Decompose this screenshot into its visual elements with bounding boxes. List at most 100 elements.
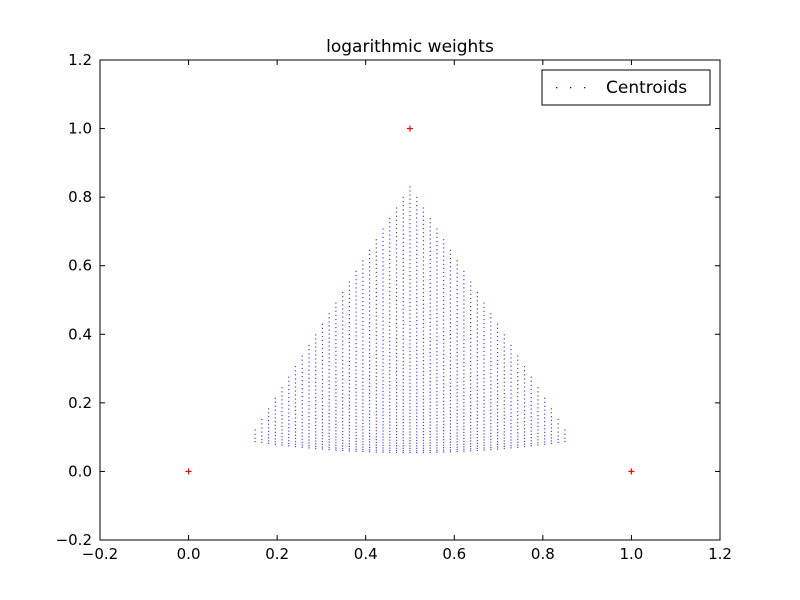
centroid-point [409,206,411,208]
centroid-point [470,305,472,308]
centroid-point [456,399,458,401]
centroid-point [342,436,344,439]
centroid-point [429,217,431,220]
centroid-point [362,395,364,398]
centroid-point [429,340,431,343]
centroid-point [409,328,411,330]
centroid-point [463,373,465,375]
centroid-point [456,419,458,421]
centroid-point [362,284,364,287]
centroid-point [294,417,297,419]
centroid-point [449,385,452,388]
centroid-point [443,423,445,426]
centroid-point [436,436,438,438]
centroid-point [449,413,452,415]
centroid-point [294,409,297,412]
centroid-point [267,430,270,432]
centroid-point [463,307,465,309]
centroid-point [342,417,344,420]
centroid-point [422,408,425,411]
centroid-point [375,319,377,321]
centroid-point [436,369,438,371]
centroid-point [315,354,317,356]
centroid-point [368,333,371,336]
centroid-point [422,345,425,347]
centroid-point [530,396,532,399]
centroid-point [416,405,418,408]
centroid-point [483,423,485,425]
centroid-point [335,417,337,419]
centroid-point [335,410,337,412]
centroid-point [382,332,384,334]
centroid-point [503,366,505,368]
centroid-point [395,451,398,454]
centroid-point [368,294,371,296]
centroid-point [395,319,398,321]
centroid-point [382,351,384,353]
centroid-point [490,423,492,425]
centroid-point [483,318,485,321]
centroid-point [537,444,539,446]
centroid-point [463,443,465,445]
centroid-point [321,428,324,431]
centroid-point [483,447,485,449]
centroid-point [348,428,350,430]
centroid-point [443,400,445,402]
centroid-point [470,318,472,320]
centroid-point [301,407,303,409]
centroid-point [449,345,452,347]
centroid-point [355,415,357,417]
centroid-point [402,450,404,452]
centroid-point [267,437,270,439]
centroid-point [395,337,398,340]
centroid-point [537,425,539,428]
centroid-point [510,349,512,351]
centroid-point [348,415,350,417]
centroid-point [490,321,492,323]
centroid-point [422,370,425,373]
centroid-point [281,425,283,428]
centroid-point [476,367,478,369]
centroid-point [288,396,290,399]
centroid-point [409,239,411,241]
centroid-point [328,361,330,363]
centroid-point [429,398,431,400]
centroid-point [382,401,384,403]
centroid-point [389,449,391,452]
centroid-point [409,447,411,449]
centroid-point [436,285,438,287]
centroid-point [496,331,499,334]
centroid-point [436,316,438,319]
centroid-point [389,254,391,256]
centroid-point [315,362,317,364]
centroid-point [321,397,324,399]
centroid-point [490,365,492,367]
centroid-point [375,342,377,344]
centroid-point [389,430,391,432]
centroid-point [436,336,438,338]
centroid-point [422,248,425,250]
centroid-point [463,369,465,371]
centroid-point [315,445,317,447]
centroid-point [409,274,411,277]
centroid-point [375,365,377,367]
centroid-point [422,232,425,234]
centroid-point [564,437,566,439]
centroid-point [335,354,337,356]
centroid-point [395,272,398,274]
centroid-point [416,451,418,454]
centroid-point [422,415,425,417]
centroid-point [483,322,485,325]
centroid-point [416,422,418,424]
centroid-point [362,355,364,357]
centroid-point [429,290,431,292]
centroid-point [267,416,270,418]
centroid-point [328,333,330,335]
centroid-point [281,391,283,393]
centroid-point [463,358,465,360]
centroid-point [321,401,324,403]
centroid-point [382,436,384,438]
centroid-point [449,290,452,292]
centroid-point [281,411,283,413]
centroid-point [395,424,398,427]
